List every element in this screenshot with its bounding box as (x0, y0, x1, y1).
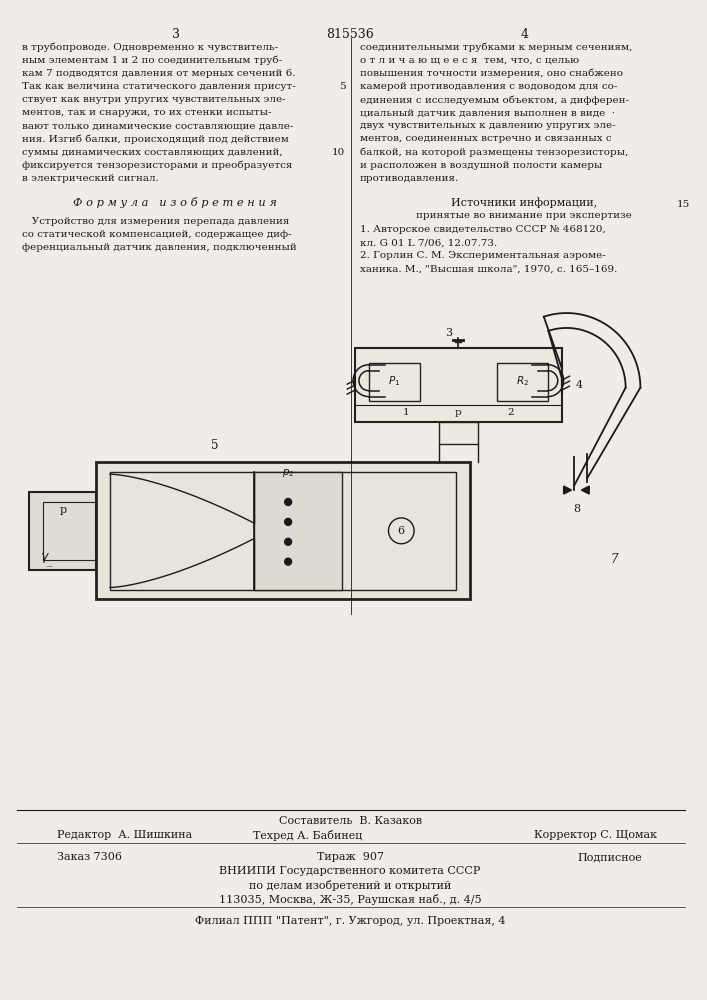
Text: по делам изобретений и открытий: по делам изобретений и открытий (249, 880, 451, 891)
Bar (497, 363, 548, 401)
Text: Тираж  907: Тираж 907 (317, 852, 384, 862)
Text: 113035, Москва, Ж-35, Раушская наб., д. 4/5: 113035, Москва, Ж-35, Раушская наб., д. … (218, 894, 481, 905)
Text: 7: 7 (611, 553, 619, 566)
Bar (30, 492, 96, 570)
Bar (369, 363, 420, 401)
Text: повышения точности измерения, оно снабжено: повышения точности измерения, оно снабже… (360, 69, 623, 78)
Text: в трубопроводе. Одновременно к чувствитель-: в трубопроводе. Одновременно к чувствите… (23, 43, 279, 52)
Text: двух чувствительных к давлению упругих эле-: двух чувствительных к давлению упругих э… (360, 121, 616, 130)
Text: $p_2$: $p_2$ (282, 467, 294, 479)
Text: фиксируется тензорезисторами и преобразуется: фиксируется тензорезисторами и преобразу… (23, 161, 293, 170)
Circle shape (285, 518, 291, 525)
Text: Составитель  В. Казаков: Составитель В. Казаков (279, 816, 421, 826)
Text: 3: 3 (445, 328, 452, 338)
Text: Так как величина статического давления присут-: Так как величина статического давления п… (23, 82, 296, 91)
Text: 1. Авторское свидетельство СССР № 468120,: 1. Авторское свидетельство СССР № 468120… (360, 225, 606, 234)
Text: балкой, на которой размещены тензорезисторы,: балкой, на которой размещены тензорезист… (360, 148, 629, 157)
Text: Техред А. Бабинец: Техред А. Бабинец (253, 830, 363, 841)
Bar (438, 422, 478, 444)
Text: 15: 15 (677, 200, 689, 209)
Text: 5: 5 (211, 439, 218, 452)
Text: 6: 6 (398, 526, 405, 536)
Text: Ф о р м у л а   и з о б р е т е н и я: Ф о р м у л а и з о б р е т е н и я (73, 197, 277, 208)
Bar (96, 462, 470, 599)
Text: кл. G 01 L 7/06, 12.07.73.: кл. G 01 L 7/06, 12.07.73. (360, 238, 497, 247)
Text: противодавления.: противодавления. (360, 174, 460, 183)
Text: 4: 4 (575, 380, 583, 390)
Text: 5: 5 (339, 82, 345, 91)
Text: соединительными трубками к мерным сечениям,: соединительными трубками к мерным сечени… (360, 43, 632, 52)
Text: принятые во внимание при экспертизе: принятые во внимание при экспертизе (416, 211, 632, 220)
Text: Подписное: Подписное (578, 852, 643, 862)
Text: 1: 1 (403, 408, 409, 417)
Text: Корректор С. Щомак: Корректор С. Щомак (534, 830, 657, 840)
Text: 815536: 815536 (326, 28, 374, 41)
Text: Заказ 7306: Заказ 7306 (57, 852, 122, 862)
Text: p: p (59, 505, 66, 515)
Text: 2. Горлин С. М. Экспериментальная аэроме-: 2. Горлин С. М. Экспериментальная аэроме… (360, 251, 606, 260)
Polygon shape (581, 486, 589, 494)
Circle shape (285, 538, 291, 545)
Text: и расположен в воздушной полости камеры: и расположен в воздушной полости камеры (360, 161, 602, 170)
Text: ствует как внутри упругих чувствительных эле-: ствует как внутри упругих чувствительных… (23, 95, 286, 104)
Text: ментов, так и снаружи, то их стенки испыты-: ментов, так и снаружи, то их стенки испы… (23, 108, 272, 117)
Text: 8: 8 (573, 504, 580, 514)
Text: в электрический сигнал.: в электрический сигнал. (23, 174, 159, 183)
Bar (254, 472, 342, 589)
Text: со статической компенсацией, содержащее диф-: со статической компенсацией, содержащее … (23, 230, 292, 239)
Text: Источники информации,: Источники информации, (451, 197, 597, 208)
Text: Редактор  А. Шишкина: Редактор А. Шишкина (57, 830, 192, 840)
Text: ным элементам 1 и 2 по соединительным труб-: ным элементам 1 и 2 по соединительным тр… (23, 56, 283, 65)
Text: кам 7 подводятся давления от мерных сечений 6.: кам 7 подводятся давления от мерных сече… (23, 69, 296, 78)
Text: 3: 3 (172, 28, 180, 41)
Text: о т л и ч а ю щ е е с я  тем, что, с целью: о т л и ч а ю щ е е с я тем, что, с цель… (360, 56, 579, 65)
Text: ференциальный датчик давления, подключенный: ференциальный датчик давления, подключен… (23, 243, 297, 252)
Bar (110, 472, 457, 589)
Circle shape (285, 499, 291, 505)
Text: вают только динамические составляющие давле-: вают только динамические составляющие да… (23, 121, 294, 130)
Text: $P_1$: $P_1$ (388, 374, 401, 388)
Text: суммы динамических составляющих давлений,: суммы динамических составляющих давлений… (23, 148, 283, 157)
Text: $\gamma$: $\gamma$ (40, 551, 50, 565)
Text: 4: 4 (520, 28, 528, 41)
Text: ВНИИПИ Государственного комитета СССР: ВНИИПИ Государственного комитета СССР (219, 866, 481, 876)
Text: ментов, соединенных встречно и связанных с: ментов, соединенных встречно и связанных… (360, 134, 612, 143)
Text: $R_2$: $R_2$ (516, 374, 529, 388)
Text: _: _ (47, 557, 53, 567)
Bar (43, 502, 96, 560)
Text: Устройство для измерения перепада давления: Устройство для измерения перепада давлен… (23, 217, 290, 226)
Circle shape (285, 558, 291, 565)
Polygon shape (563, 486, 571, 494)
Text: Филиал ППП "Патент", г. Ужгород, ул. Проектная, 4: Филиал ППП "Патент", г. Ужгород, ул. Про… (195, 916, 506, 926)
Text: 2: 2 (507, 408, 514, 417)
Text: ханика. М., "Высшая школа", 1970, с. 165–169.: ханика. М., "Высшая школа", 1970, с. 165… (360, 265, 617, 274)
Text: камерой противодавления с водоводом для со-: камерой противодавления с водоводом для … (360, 82, 617, 91)
Bar (355, 348, 561, 422)
Text: единения с исследуемым объектом, а дифферен-: единения с исследуемым объектом, а диффе… (360, 95, 629, 105)
Text: p: p (455, 408, 462, 417)
Text: 10: 10 (332, 148, 345, 157)
Text: ния. Изгиб балки, происходящий под действием: ния. Изгиб балки, происходящий под дейст… (23, 134, 289, 144)
Text: циальный датчик давления выполнен в виде  ·: циальный датчик давления выполнен в виде… (360, 108, 615, 117)
